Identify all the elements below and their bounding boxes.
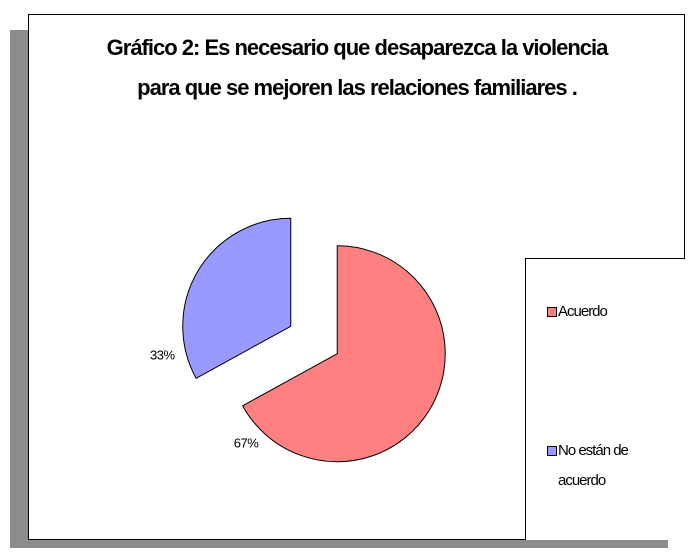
data-label: 33%: [150, 348, 175, 363]
legend-swatch: [547, 446, 557, 456]
pie-slice: [241, 245, 446, 463]
legend-swatch: [547, 307, 557, 317]
legend-label: No están de acuerdo: [558, 442, 629, 489]
legend-item: Acuerdo: [547, 297, 678, 327]
chart-title: Gráfico 2: Es necesario que desaparezca …: [106, 35, 609, 100]
legend-label: Acuerdo: [558, 303, 608, 320]
legend: Acuerdo No están de acuerdo: [525, 258, 685, 540]
legend-item: No están de acuerdo: [547, 436, 678, 496]
data-label: 67%: [234, 436, 259, 451]
pie-slice: [182, 217, 292, 379]
